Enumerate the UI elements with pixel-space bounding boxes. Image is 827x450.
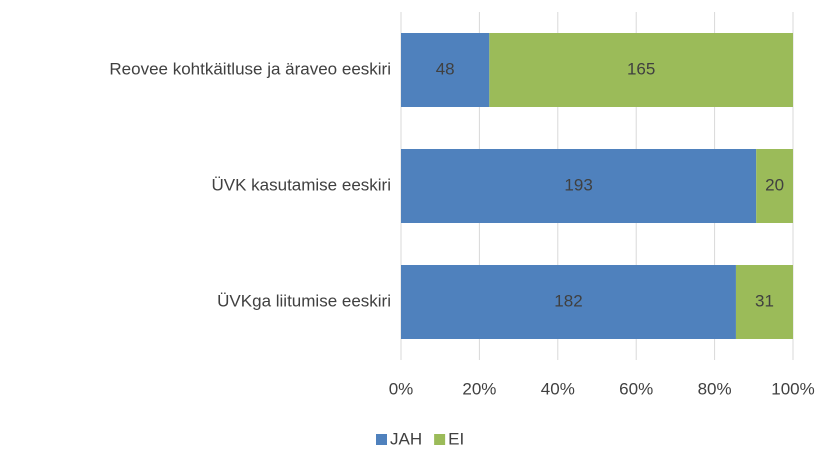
y-tick-label: ÜVK kasutamise eeskiri: [211, 175, 391, 194]
legend-label: EI: [448, 429, 464, 448]
data-label: 165: [627, 59, 655, 78]
x-tick-label: 80%: [698, 379, 732, 398]
x-tick-label: 100%: [771, 379, 814, 398]
bar-segment: [489, 33, 793, 107]
x-tick-label: 20%: [462, 379, 496, 398]
data-label: 182: [554, 291, 582, 310]
bar-segment: [735, 265, 793, 339]
x-tick-label: 60%: [619, 379, 653, 398]
data-label: 48: [436, 59, 455, 78]
data-label: 20: [765, 175, 784, 194]
bar-segment: [756, 149, 793, 223]
y-tick-label: Reovee kohtkäitluse ja äraveo eeskiri: [109, 59, 391, 78]
legend-swatch: [376, 434, 387, 445]
x-tick-label: 40%: [541, 379, 575, 398]
bar-segment: [401, 265, 736, 339]
bar-segment: [401, 33, 490, 107]
data-label: 31: [755, 291, 774, 310]
data-label: 193: [564, 175, 592, 194]
y-tick-label: ÜVKga liitumise eeskiri: [217, 291, 391, 310]
legend-label: JAH: [390, 429, 422, 448]
legend-swatch: [434, 434, 446, 445]
bar-segment: [401, 149, 757, 223]
x-tick-label: 0%: [389, 379, 414, 398]
